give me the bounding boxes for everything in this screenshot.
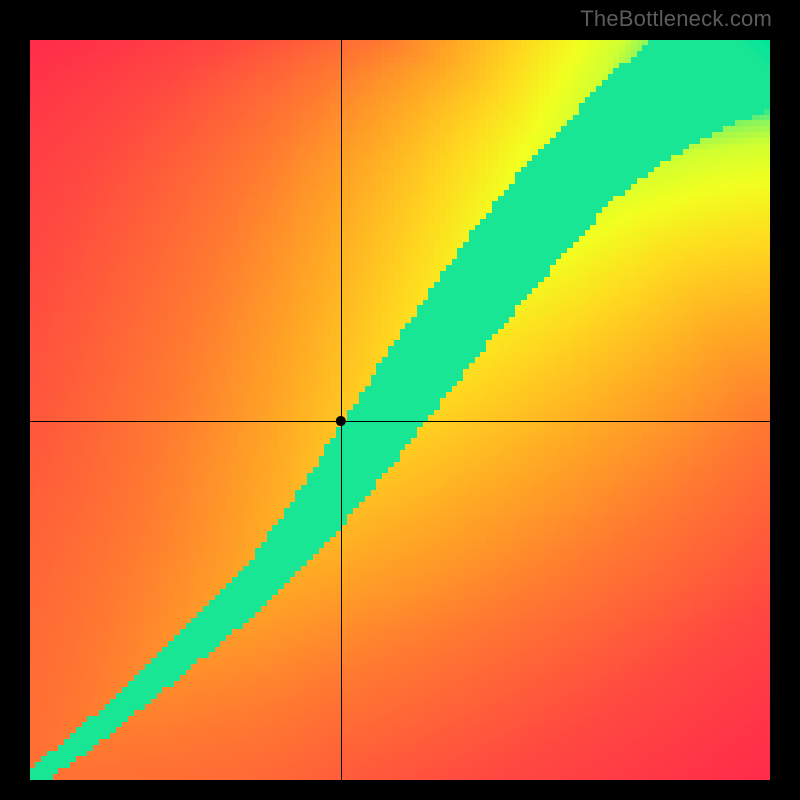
watermark-text: TheBottleneck.com <box>580 6 772 32</box>
heatmap-canvas <box>30 40 770 780</box>
chart-container: TheBottleneck.com <box>0 0 800 800</box>
